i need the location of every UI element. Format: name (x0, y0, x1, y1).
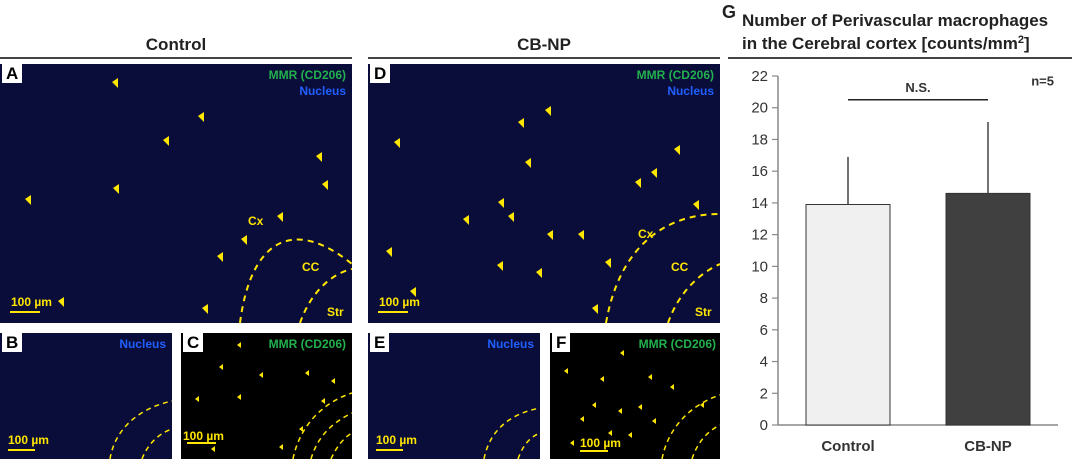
panel-d-cc-label: CC (671, 260, 689, 274)
panel-a-nucleus-label: Nucleus (299, 84, 346, 98)
y-tick-label: 8 (760, 290, 768, 307)
panel-f-overlay (564, 350, 720, 459)
significance-label: N.S. (905, 80, 930, 95)
chart-panel-letter: G (722, 2, 736, 22)
y-tick-label: 10 (751, 258, 768, 275)
chart-title-line2: in the Cerebral cortex [counts/mm2] (742, 34, 1030, 53)
panel-e-scale-label: 100 µm (376, 433, 417, 447)
panel-c: C MMR (CD206) 100 µm (181, 333, 352, 459)
y-tick-label: 12 (751, 227, 768, 244)
panel-a-mmr-label: MMR (CD206) (268, 68, 346, 82)
panel-a: A MMR (CD206) Nucleus Cx CC Str 100 µm (0, 64, 352, 323)
panel-b: B Nucleus 100 µm (0, 333, 172, 459)
y-tick-label: 4 (760, 354, 768, 371)
panel-d: D MMR (CD206) Nucleus Cx CC Str 100 µm (368, 64, 720, 323)
panel-e-overlay (376, 407, 540, 459)
x-tick-label: Control (821, 438, 874, 455)
bar-cb-np (945, 192, 1031, 426)
bar-control (805, 203, 891, 426)
chart-title-line1: Number of Perivascular macrophages (742, 11, 1048, 30)
y-tick-label: 2 (760, 385, 768, 402)
y-tick-label: 0 (760, 417, 768, 434)
panel-b-overlay (8, 400, 172, 459)
panel-e: E Nucleus 100 µm (368, 333, 540, 459)
panel-d-cx-label: Cx (638, 227, 654, 241)
x-tick-label: CB-NP (964, 438, 1012, 455)
sample-size-label: n=5 (1031, 74, 1054, 89)
panel-a-str-label: Str (327, 305, 344, 319)
y-tick-label: 20 (751, 100, 768, 117)
panel-d-letter: D (370, 64, 391, 83)
header-control: Control (145, 35, 207, 54)
panel-a-letter: A (2, 64, 23, 83)
panel-a-overlay (10, 78, 352, 323)
panel-b-letter: B (2, 333, 23, 352)
panel-d-str-label: Str (695, 305, 712, 319)
panel-d-mmr-label: MMR (CD206) (636, 68, 714, 82)
panel-c-overlay (187, 342, 352, 459)
panel-a-scale-label: 100 µm (11, 295, 52, 309)
panel-d-nucleus-label: Nucleus (667, 84, 714, 98)
header-control-rule (0, 57, 352, 59)
bar-chart: G Number of Perivascular macrophages in … (722, 2, 1072, 455)
y-tick-label: 16 (751, 163, 768, 180)
panel-f-letter: F (552, 333, 571, 352)
panel-d-scale-label: 100 µm (379, 295, 420, 309)
panel-f-mmr-label: MMR (CD206) (638, 337, 716, 351)
chart-title-rule (728, 57, 1072, 59)
y-tick-label: 14 (751, 195, 768, 212)
panel-f: F MMR (CD206) 100 µm (550, 333, 720, 459)
panel-c-scale-label: 100 µm (183, 429, 224, 443)
y-tick-label: 18 (751, 131, 768, 148)
y-tick-label: 22 (751, 68, 768, 85)
panel-f-scale-label: 100 µm (580, 436, 621, 450)
header-cbnp-rule (368, 57, 720, 59)
panel-c-letter: C (183, 333, 204, 352)
y-tick-label: 6 (760, 322, 768, 339)
panel-b-scale-label: 100 µm (8, 433, 49, 447)
panel-e-letter: E (370, 333, 390, 352)
panel-b-nucleus-label: Nucleus (119, 337, 166, 351)
panel-d-overlay (378, 106, 720, 323)
panel-a-cx-label: Cx (248, 214, 264, 228)
header-cbnp: CB-NP (517, 35, 571, 54)
panel-g-chart: G Number of Perivascular macrophages in … (720, 0, 1072, 459)
panel-c-mmr-label: MMR (CD206) (268, 337, 346, 351)
panel-a-cc-label: CC (302, 260, 320, 274)
panel-e-nucleus-label: Nucleus (487, 337, 534, 351)
